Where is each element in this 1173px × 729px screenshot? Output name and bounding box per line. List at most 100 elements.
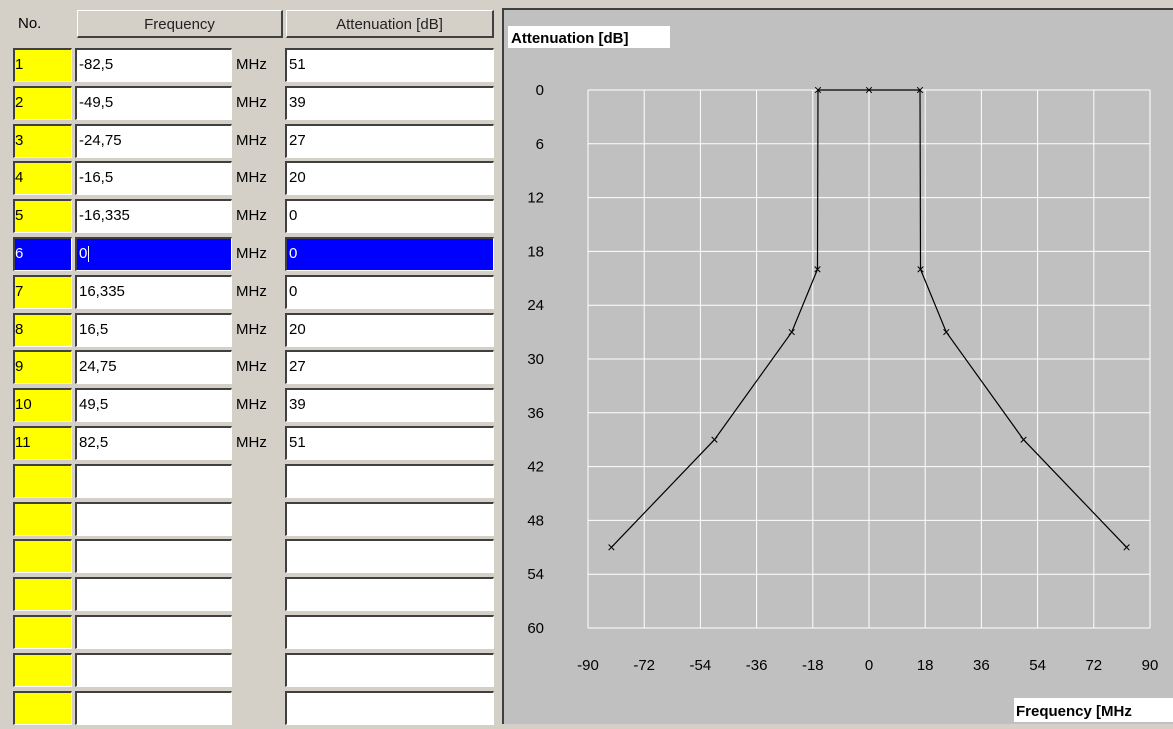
row-number-cell[interactable]	[13, 577, 72, 612]
attenuation-input[interactable]: 0	[285, 274, 494, 309]
table-row	[0, 652, 500, 691]
frequency-input[interactable]: -16,335	[75, 199, 232, 234]
frequency-input[interactable]: -24,75	[75, 123, 232, 158]
attenuation-input[interactable]	[285, 501, 494, 536]
table-row: 4 -16,5 MHz 20	[0, 161, 500, 199]
attenuation-input[interactable]: 39	[285, 388, 494, 423]
frequency-unit-label: MHz	[236, 56, 267, 73]
y-tick-label: 18	[527, 243, 544, 260]
frequency-unit-label: MHz	[236, 207, 267, 225]
frequency-unit-label: MHz	[236, 358, 267, 376]
row-number-cell[interactable]: 1	[13, 48, 72, 82]
frequency-input[interactable]: 82,5	[75, 426, 232, 460]
attenuation-input[interactable]: 0	[285, 199, 494, 234]
attenuation-input[interactable]: 20	[285, 312, 494, 347]
frequency-unit-label: MHz	[236, 131, 267, 149]
x-axis-title: Frequency [MHz	[1016, 703, 1132, 720]
attenuation-input[interactable]	[285, 539, 494, 574]
table-row: 5 -16,335 MHz 0	[0, 199, 500, 237]
frequency-input[interactable]	[75, 539, 232, 574]
frequency-unit-label: MHz	[236, 282, 267, 300]
text-caret	[88, 246, 90, 263]
frequency-input[interactable]: 24,75	[75, 350, 232, 385]
frequency-input[interactable]	[75, 577, 232, 612]
column-header-frequency[interactable]: Frequency	[77, 10, 283, 38]
table-row: 7 16,335 MHz 0	[0, 274, 500, 313]
frequency-input[interactable]: 0	[75, 237, 232, 271]
x-tick-label: 72	[1085, 657, 1102, 674]
attenuation-input[interactable]: 20	[285, 161, 494, 196]
row-number-cell[interactable]: 10	[13, 388, 72, 423]
table-row	[0, 690, 500, 729]
attenuation-input[interactable]: 27	[285, 123, 494, 158]
frequency-input[interactable]	[75, 690, 232, 725]
row-number-cell[interactable]: 7	[13, 274, 72, 309]
frequency-input[interactable]: -49,5	[75, 85, 232, 120]
attenuation-input[interactable]	[285, 463, 494, 498]
frequency-input[interactable]: 49,5	[75, 388, 232, 423]
frequency-unit-label: MHz	[236, 93, 267, 111]
table-row	[0, 463, 500, 502]
attenuation-input[interactable]	[285, 652, 494, 687]
table-row: 11 82,5 MHz 51	[0, 426, 500, 464]
row-number-cell[interactable]	[13, 652, 72, 687]
y-axis-title: Attenuation [dB]	[511, 30, 628, 47]
row-number-cell[interactable]: 11	[13, 426, 72, 460]
row-number-cell[interactable]: 5	[13, 199, 72, 234]
x-tick-label: 36	[973, 657, 990, 674]
data-point	[1123, 544, 1130, 551]
frequency-input[interactable]	[75, 501, 232, 536]
frequency-input[interactable]: 16,5	[75, 312, 232, 347]
y-tick-label: 30	[527, 351, 544, 368]
attenuation-input[interactable]: 39	[285, 85, 494, 120]
row-number-cell[interactable]	[13, 539, 72, 574]
attenuation-input[interactable]	[285, 615, 494, 649]
y-tick-label: 0	[536, 82, 544, 99]
data-point	[865, 86, 873, 94]
x-tick-label: 0	[865, 657, 873, 674]
data-point	[917, 266, 924, 273]
column-header-no: No.	[18, 15, 42, 32]
data-point	[814, 86, 822, 94]
frequency-input[interactable]: -82,5	[75, 48, 232, 82]
table-row	[0, 501, 500, 540]
frequency-unit-label: MHz	[236, 434, 267, 451]
table-row: 8 16,5 MHz 20	[0, 312, 500, 351]
y-tick-label: 6	[536, 136, 544, 153]
frequency-unit-label: MHz	[236, 396, 267, 414]
x-tick-label: 54	[1029, 657, 1046, 674]
frequency-input[interactable]	[75, 615, 232, 649]
row-number-cell[interactable]	[13, 463, 72, 498]
frequency-input[interactable]	[75, 652, 232, 687]
y-tick-label: 12	[527, 190, 544, 207]
row-number-cell[interactable]: 8	[13, 312, 72, 347]
row-number-cell[interactable]	[13, 690, 72, 725]
row-number-cell[interactable]	[13, 501, 72, 536]
column-header-attenuation[interactable]: Attenuation [dB]	[286, 10, 494, 38]
y-tick-label: 36	[527, 405, 544, 422]
frequency-input[interactable]: 16,335	[75, 274, 232, 309]
frequency-unit-label: MHz	[236, 169, 267, 187]
y-tick-label: 54	[527, 566, 544, 583]
frequency-input[interactable]: -16,5	[75, 161, 232, 196]
table-row: 6 0 MHz 0	[0, 237, 500, 275]
attenuation-input[interactable]	[285, 577, 494, 612]
attenuation-input[interactable]: 51	[285, 426, 494, 460]
row-number-cell[interactable]	[13, 615, 72, 649]
attenuation-input[interactable]: 0	[285, 237, 494, 271]
frequency-input[interactable]	[75, 463, 232, 498]
attenuation-input[interactable]: 27	[285, 350, 494, 385]
y-tick-label: 24	[527, 297, 544, 314]
row-number-cell[interactable]: 2	[13, 85, 72, 120]
data-point	[788, 328, 795, 336]
y-tick-label: 48	[527, 512, 544, 529]
row-number-cell[interactable]: 3	[13, 123, 72, 158]
attenuation-input[interactable]	[285, 690, 494, 725]
attenuation-input[interactable]: 51	[285, 48, 494, 82]
row-number-cell[interactable]: 6	[13, 237, 72, 271]
row-number-cell[interactable]: 4	[13, 161, 72, 196]
table-row: 1 -82,5 MHz 51	[0, 48, 500, 86]
x-tick-label: 90	[1142, 657, 1159, 674]
row-number-cell[interactable]: 9	[13, 350, 72, 385]
data-point	[814, 266, 821, 273]
